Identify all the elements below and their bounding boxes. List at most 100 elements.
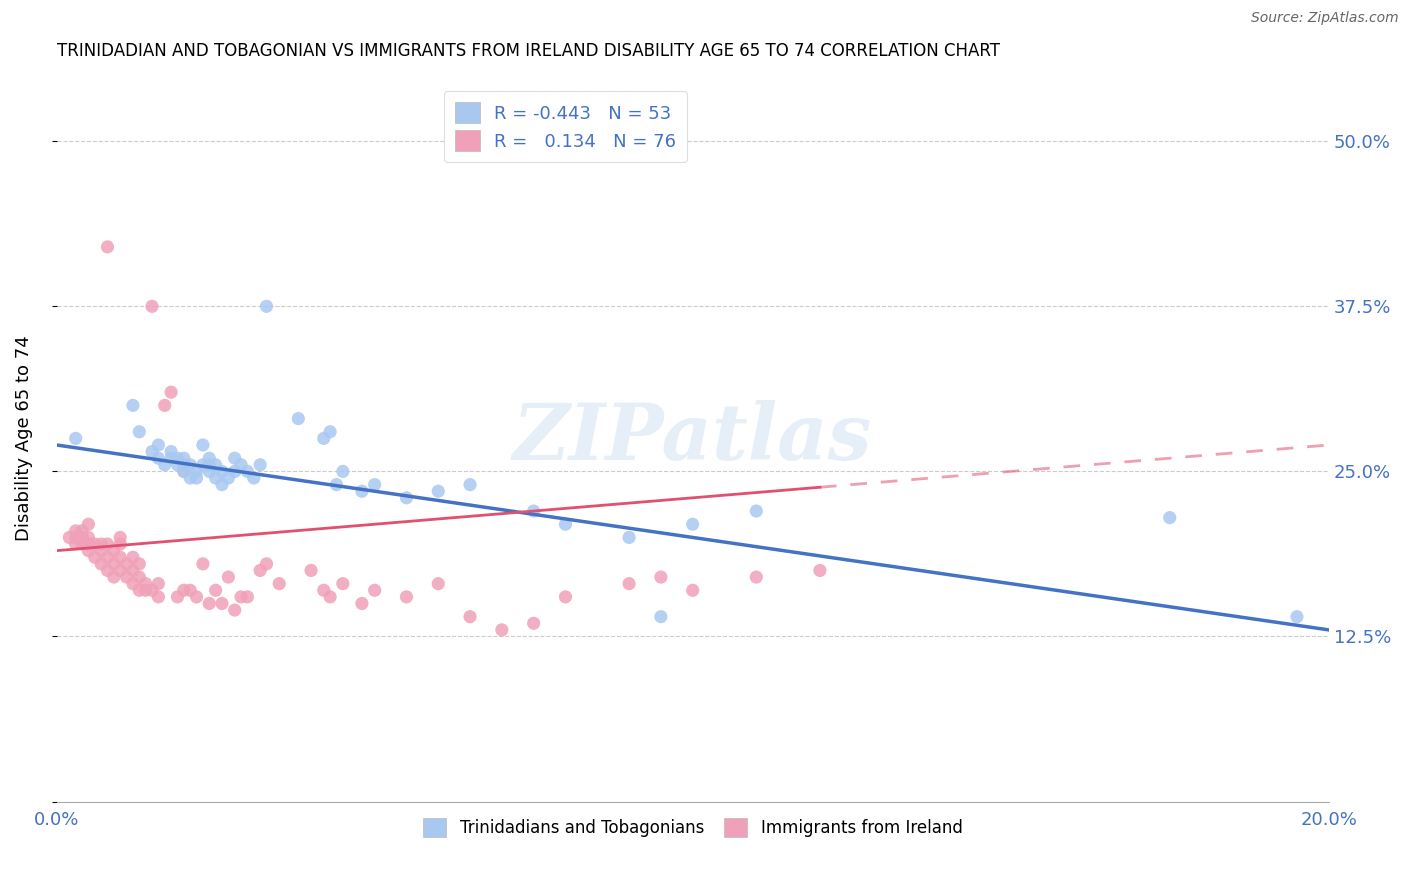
Point [166,458,188,472]
Point [617,576,640,591]
Point [141,583,163,598]
Point [186,464,208,478]
Point [173,464,195,478]
Point [350,597,373,611]
Point [236,590,259,604]
Point [90,543,112,558]
Point [395,590,418,604]
Point [110,550,132,565]
Point [224,603,246,617]
Point [299,564,322,578]
Point [110,537,132,551]
Point [179,583,201,598]
Point [65,524,87,538]
Point [110,564,132,578]
Point [204,458,226,472]
Point [122,564,145,578]
Point [65,537,87,551]
Point [148,590,170,604]
Legend: Trinidadians and Tobagonians, Immigrants from Ireland: Trinidadians and Tobagonians, Immigrants… [416,812,969,844]
Point [682,517,704,532]
Point [160,385,183,400]
Point [491,623,513,637]
Point [745,570,768,584]
Point [458,477,481,491]
Point [427,576,450,591]
Text: TRINIDADIAN AND TOBAGONIAN VS IMMIGRANTS FROM IRELAND DISABILITY AGE 65 TO 74 CO: TRINIDADIAN AND TOBAGONIAN VS IMMIGRANTS… [56,42,1000,60]
Point [160,444,183,458]
Point [148,576,170,591]
Point [141,444,163,458]
Point [325,477,347,491]
Point [312,583,335,598]
Point [122,550,145,565]
Point [224,451,246,466]
Point [70,524,93,538]
Point [319,425,342,439]
Point [173,458,195,472]
Point [179,458,201,472]
Point [332,464,354,478]
Point [128,557,150,571]
Point [236,464,259,478]
Point [110,531,132,545]
Point [122,576,145,591]
Point [96,550,118,565]
Point [103,570,125,584]
Point [148,451,170,466]
Point [77,537,100,551]
Point [217,570,239,584]
Point [650,570,672,584]
Point [745,504,768,518]
Point [198,464,221,478]
Point [617,531,640,545]
Point [122,398,145,412]
Point [198,451,221,466]
Point [1285,609,1308,624]
Point [65,531,87,545]
Point [77,517,100,532]
Point [90,537,112,551]
Point [77,531,100,545]
Point [103,557,125,571]
Point [70,531,93,545]
Point [153,398,176,412]
Point [312,431,335,445]
Point [249,564,271,578]
Point [211,477,233,491]
Point [332,576,354,591]
Point [682,583,704,598]
Point [427,484,450,499]
Point [141,299,163,313]
Point [83,537,105,551]
Point [128,425,150,439]
Point [179,471,201,485]
Point [211,597,233,611]
Point [204,583,226,598]
Y-axis label: Disability Age 65 to 74: Disability Age 65 to 74 [15,335,32,541]
Point [58,531,80,545]
Point [224,464,246,478]
Point [191,557,214,571]
Point [173,464,195,478]
Point [70,537,93,551]
Point [198,597,221,611]
Point [96,564,118,578]
Point [115,557,138,571]
Point [287,411,309,425]
Point [554,517,576,532]
Point [166,451,188,466]
Point [229,458,252,472]
Point [135,576,157,591]
Point [523,616,546,631]
Point [350,484,373,499]
Point [148,438,170,452]
Point [96,537,118,551]
Point [135,583,157,598]
Point [83,550,105,565]
Point [808,564,831,578]
Point [173,451,195,466]
Point [160,451,183,466]
Point [1159,510,1181,524]
Point [128,570,150,584]
